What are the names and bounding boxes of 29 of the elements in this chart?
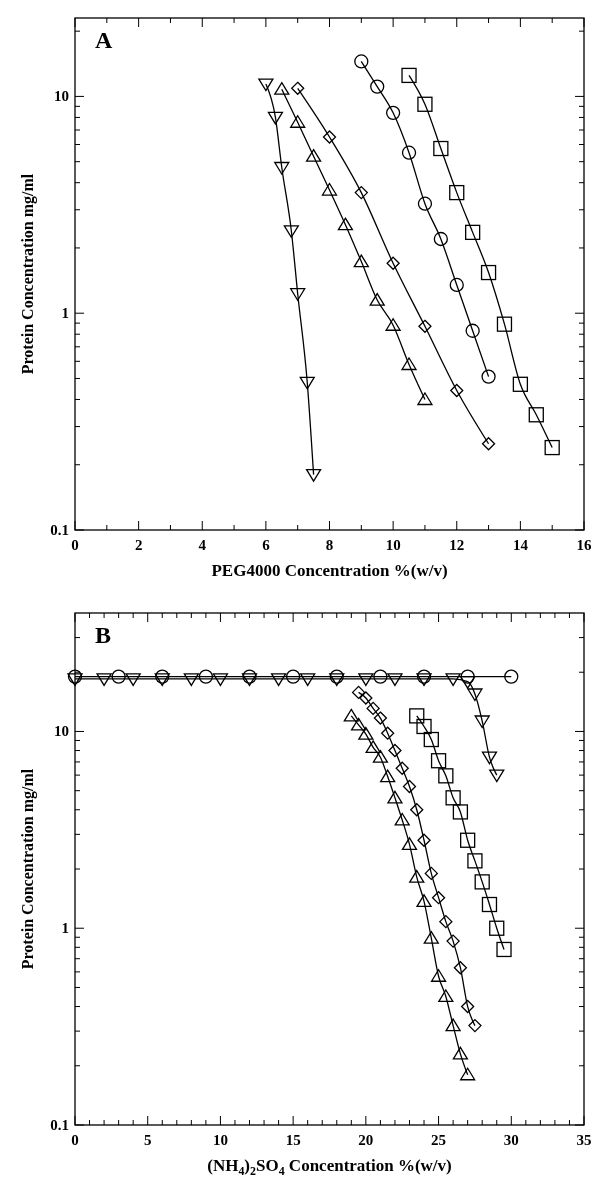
y-tick-label: 10 (54, 723, 69, 740)
x-tick-label: 25 (431, 1132, 447, 1148)
x-tick-label: 12 (449, 537, 465, 553)
x-tick-label: 10 (385, 537, 401, 553)
y-tick-label: 0.1 (50, 522, 69, 538)
x-tick-label: 10 (212, 1132, 228, 1148)
y-tick-label: 0.1 (50, 1117, 69, 1133)
x-tick-label: 0 (71, 537, 79, 553)
chart-title: B (95, 622, 112, 648)
x-tick-label: 5 (143, 1132, 152, 1148)
x-tick-label: 2 (134, 537, 143, 553)
x-tick-label: 8 (325, 537, 334, 553)
y-tick-label: 1 (61, 305, 69, 322)
x-tick-label: 20 (358, 1132, 374, 1148)
x-tick-label: 14 (512, 537, 529, 553)
x-tick-label: 35 (576, 1132, 592, 1148)
x-tick-label: 15 (285, 1132, 301, 1148)
y-axis-title: Protein Concentration mg/ml (19, 173, 37, 375)
x-axis-title: (NH$_{4}$)$_{2}$SO$_{4}$ Concentration %(w/v) (207, 1156, 452, 1178)
x-tick-label: 0 (71, 1132, 79, 1148)
y-tick-label: 1 (61, 920, 69, 937)
y-tick-label: 10 (54, 88, 69, 105)
x-tick-label: 30 (503, 1132, 519, 1148)
x-tick-label: 16 (576, 537, 592, 553)
x-axis-title: PEG4000 Concentration %(w/v) (211, 561, 448, 580)
chart-title: A (95, 27, 113, 53)
x-tick-label: 4 (198, 537, 207, 553)
y-axis-title: Protein Concentration mg/ml (19, 768, 37, 970)
x-tick-label: 6 (262, 537, 271, 553)
